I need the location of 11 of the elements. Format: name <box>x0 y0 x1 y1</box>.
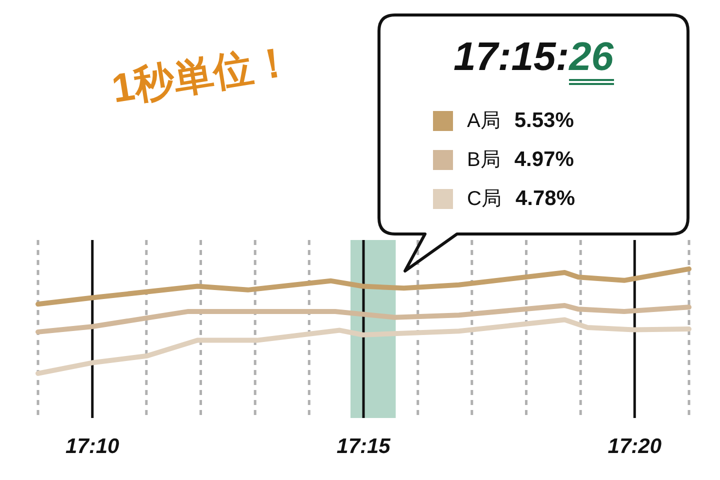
text: 17:15:26 <box>453 35 614 81</box>
x-tick-label: 17:20 <box>608 435 662 458</box>
x-tick-label: 17:10 <box>66 435 120 458</box>
legend-label: B局 <box>467 148 500 173</box>
legend-label: C局 <box>467 187 502 212</box>
text: 4.78% <box>515 186 575 210</box>
text: 4.97% <box>514 148 574 172</box>
text: 1秒単位！ <box>108 38 297 114</box>
x-tick-label: 17:15 <box>336 435 391 458</box>
text: 5.53% <box>514 108 574 132</box>
legend-label: A局 <box>467 109 500 134</box>
